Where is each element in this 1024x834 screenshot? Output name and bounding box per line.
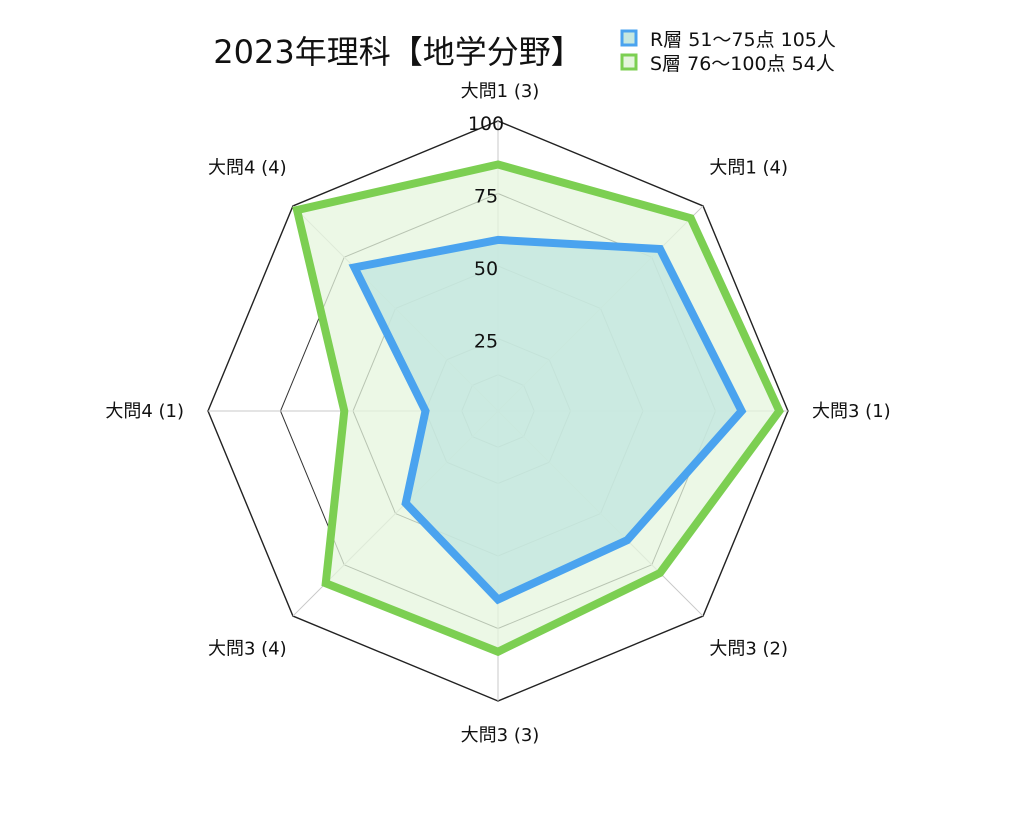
- tick-label-50: 50: [474, 258, 498, 280]
- legend-label-r: R層 51〜75点 105人: [650, 29, 836, 51]
- category-label-5: 大問3 (4): [208, 638, 287, 659]
- legend: R層 51〜75点 105人 S層 76〜100点 54人: [620, 29, 836, 75]
- tick-label-75: 75: [474, 186, 498, 208]
- series-line-s: [292, 160, 784, 657]
- radial-ticks: 25 50 75 100: [468, 113, 504, 353]
- legend-swatch-r: [620, 29, 638, 47]
- category-label-2: 大問3 (1): [812, 401, 891, 422]
- category-label-3: 大問3 (2): [709, 638, 788, 659]
- chart-title: 2023年理科【地学分野】: [213, 33, 582, 71]
- tick-label-25: 25: [474, 331, 498, 353]
- legend-swatch-s: [620, 53, 638, 71]
- category-label-7: 大問4 (4): [208, 158, 287, 179]
- category-label-0: 大問1 (3): [461, 81, 540, 102]
- category-label-6: 大問4 (1): [105, 401, 184, 422]
- series-layer: [292, 160, 784, 657]
- tick-label-100: 100: [468, 113, 504, 135]
- category-labels: 大問1 (3) 大問1 (4) 大問3 (1) 大問3 (2) 大問3 (3) 大問3 (…: [105, 81, 890, 746]
- category-label-1: 大問1 (4): [709, 158, 788, 179]
- legend-label-s: S層 76〜100点 54人: [650, 53, 835, 75]
- series-line-r: [348, 235, 747, 605]
- series-area-r: [354, 239, 742, 600]
- category-label-4: 大問3 (3): [461, 725, 540, 746]
